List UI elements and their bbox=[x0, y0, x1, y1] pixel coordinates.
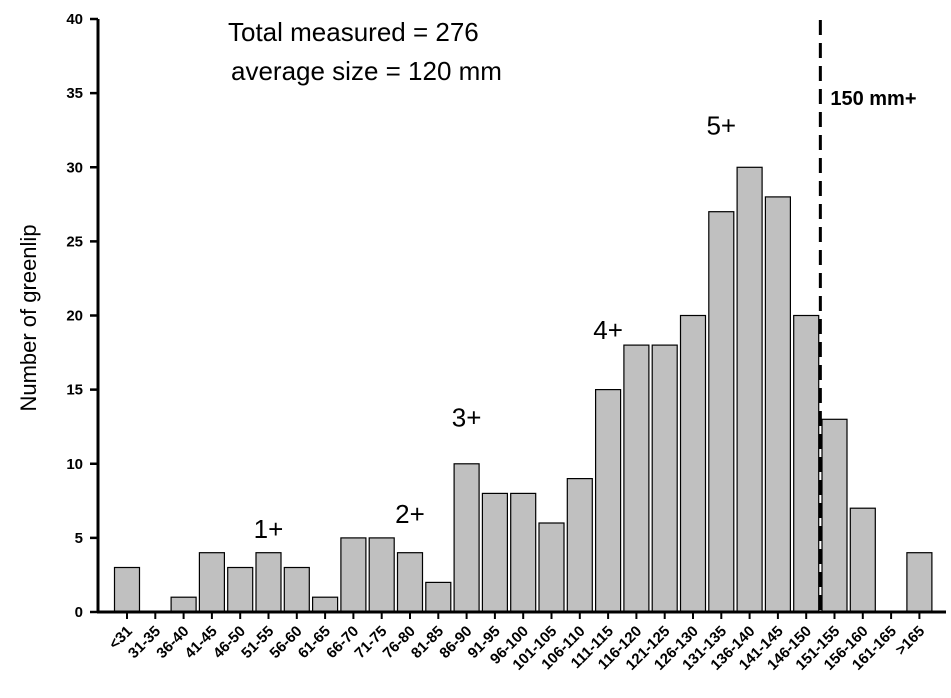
age-label-3+: 3+ bbox=[452, 403, 482, 433]
bar-71-75 bbox=[368, 537, 395, 613]
annotations: Total measured = 276 average size = 120 … bbox=[228, 17, 502, 86]
y-ticks: 0 5 10 15 20 25 30 35 40 bbox=[66, 11, 98, 621]
y-tick-label-10: 10 bbox=[66, 456, 83, 473]
age-labels: 1+ 2+ 3+ 4+ 5+ bbox=[254, 111, 736, 544]
y-tick-label-0: 0 bbox=[75, 604, 83, 621]
bar-146-150 bbox=[793, 314, 820, 613]
y-tick-label-25: 25 bbox=[66, 233, 83, 250]
average-size-annotation: average size = 120 mm bbox=[231, 56, 502, 86]
y-tick-label-40: 40 bbox=[66, 11, 83, 28]
bar-41-45 bbox=[198, 552, 225, 613]
bar-46-50 bbox=[227, 566, 254, 613]
bar-36-40 bbox=[170, 596, 197, 613]
age-label-1+: 1+ bbox=[254, 514, 284, 544]
bar-96-100 bbox=[510, 492, 537, 613]
bar-156-160 bbox=[849, 507, 876, 613]
x-tick-label->165: >165 bbox=[892, 623, 928, 659]
bar-86-90 bbox=[453, 463, 480, 613]
y-tick-label-20: 20 bbox=[66, 308, 83, 325]
bar-131-135 bbox=[708, 211, 735, 613]
y-tick-label-15: 15 bbox=[66, 382, 83, 399]
bar-81-85 bbox=[425, 581, 452, 613]
bar-116-120 bbox=[623, 344, 650, 613]
reference-line-group: 150 mm+ bbox=[818, 20, 917, 612]
bar-51-55 bbox=[255, 552, 282, 613]
y-axis-label: Number of greenlip bbox=[16, 224, 41, 411]
y-tick-label-5: 5 bbox=[75, 530, 83, 547]
bars bbox=[113, 166, 933, 613]
bar-141-145 bbox=[764, 196, 792, 613]
bar-101-105 bbox=[538, 522, 565, 613]
age-label-2+: 2+ bbox=[395, 499, 425, 529]
total-measured-annotation: Total measured = 276 bbox=[228, 17, 479, 47]
bar-<31 bbox=[113, 566, 141, 613]
bar-111-115 bbox=[594, 389, 622, 613]
bar-76-80 bbox=[396, 552, 424, 613]
bar-136-140 bbox=[736, 166, 763, 613]
reference-line-label: 150 mm+ bbox=[830, 88, 916, 110]
bar-126-130 bbox=[679, 314, 707, 613]
bar-66-70 bbox=[340, 537, 367, 613]
y-tick-label-35: 35 bbox=[66, 85, 83, 102]
bar-121-125 bbox=[651, 344, 678, 613]
x-tick-labels: <3131-3536-4041-4546-5051-5556-6061-6566… bbox=[106, 612, 928, 674]
bar-91-95 bbox=[481, 492, 508, 613]
bar-61-65 bbox=[312, 596, 339, 613]
bar-56-60 bbox=[283, 566, 310, 613]
age-label-5+: 5+ bbox=[706, 111, 736, 141]
bar-106-110 bbox=[566, 478, 593, 613]
age-label-4+: 4+ bbox=[593, 315, 623, 345]
bar-151-155 bbox=[821, 418, 848, 613]
y-tick-label-30: 30 bbox=[66, 159, 83, 176]
bar->165 bbox=[906, 552, 933, 613]
